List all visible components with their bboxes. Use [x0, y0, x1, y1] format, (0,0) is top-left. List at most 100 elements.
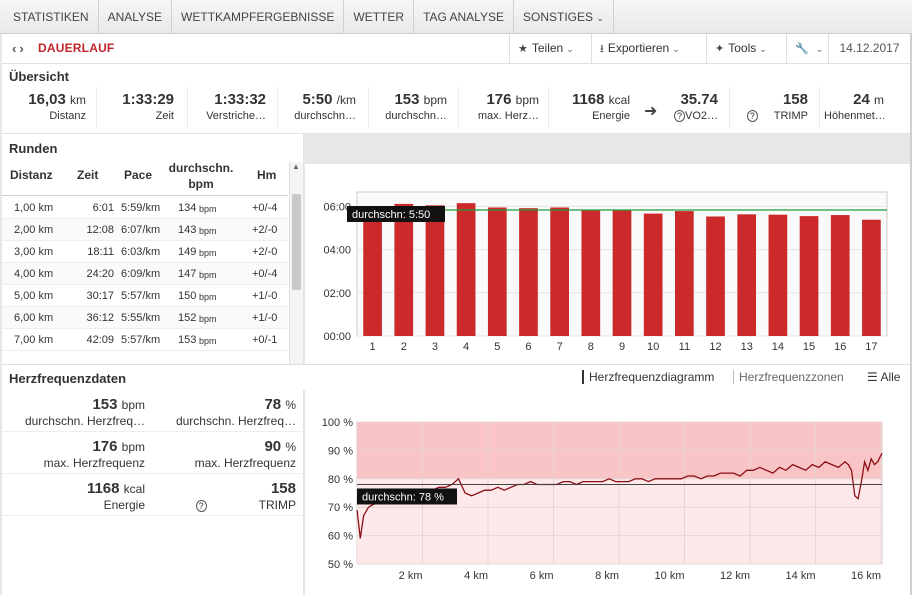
lap-elevation: +1/-0	[252, 290, 278, 302]
hr-max-percent: 90 % max. Herzfrequenz	[153, 432, 304, 474]
tab-tag-analyse[interactable]: TAG ANALYSE	[414, 0, 514, 34]
lap-bpm-unit: bpm	[199, 270, 217, 280]
laps-title: Runden	[9, 141, 58, 156]
stat-label: Verstriche…	[206, 110, 266, 122]
window-edge	[910, 34, 912, 595]
x-tick-label: 7	[557, 341, 563, 353]
tab-wetter[interactable]: WETTER	[344, 0, 415, 34]
stat-label: durchschn…	[385, 110, 447, 122]
export-button[interactable]: ⭳ Exportieren ⌄	[591, 34, 688, 63]
help-icon[interactable]: ?	[673, 110, 685, 122]
x-tick-label: 10	[647, 341, 659, 353]
lap-elevation: +1/-0	[252, 312, 278, 324]
col-avg-bpm[interactable]: durchschn. bpm	[168, 161, 234, 191]
bar	[612, 210, 632, 336]
bar	[581, 209, 601, 336]
y-tick-label: 02:00	[323, 288, 351, 300]
col-elevation[interactable]: Hm	[257, 168, 277, 182]
hr-avg-percent: 78 % durchschn. Herzfreq…	[153, 390, 304, 432]
x-tick-label: 12	[709, 341, 721, 353]
table-row[interactable]: 3,00 km 18:11 6:03/km 149 bpm +2/-0	[2, 241, 288, 263]
stat-unit: /km	[336, 93, 356, 107]
col-time[interactable]: Zeit	[77, 168, 99, 182]
y-tick-label: 50 %	[328, 559, 353, 571]
table-row[interactable]: 5,00 km 30:17 5:57/km 150 bpm +1/-0	[2, 285, 288, 307]
tab-hr-diagram[interactable]: Herzfrequenzdiagramm	[582, 370, 714, 384]
back-forward-arrows: ‹›	[12, 41, 27, 56]
stat-distance: 16,03 km Distanz	[10, 91, 86, 131]
x-tick-label: 12 km	[720, 570, 750, 582]
chevron-down-icon: ⌄	[566, 44, 574, 54]
tab-analyse[interactable]: ANALYSE	[99, 0, 173, 34]
x-tick-label: 16	[834, 341, 846, 353]
lap-pace: 5:57/km	[121, 290, 161, 302]
lap-time: 24:20	[86, 268, 114, 280]
table-row[interactable]: 7,00 km 42:09 5:57/km 153 bpm +0/-1	[2, 329, 288, 351]
hr-label: TRIMP	[258, 498, 296, 512]
lap-bpm: 147	[178, 268, 197, 280]
stat-unit: km	[70, 93, 86, 107]
stat-unit: m	[874, 93, 884, 107]
laps-scrollbar[interactable]: ▲	[289, 162, 303, 364]
laps-panel: Runden Distanz Zeit Pace durchschn. bpm …	[2, 134, 304, 364]
hr-max-bpm: 176 bpm max. Herzfrequenz	[2, 432, 153, 474]
lap-pace: 5:55/km	[121, 312, 161, 324]
laps-table-header: Distanz Zeit Pace durchschn. bpm Hm	[2, 160, 288, 196]
stat-avg-pace: 5:50 /km durchschn…	[282, 91, 356, 131]
average-tooltip-bg	[357, 488, 457, 505]
x-tick-label: 14	[772, 341, 784, 353]
table-row[interactable]: 1,00 km 6:01 5:59/km 134 bpm +0/-4	[2, 197, 288, 219]
x-tick-label: 2	[401, 341, 407, 353]
chevron-right-icon[interactable]: ›	[19, 41, 27, 56]
download-icon: ⭳	[600, 43, 604, 55]
y-tick-label: 90 %	[328, 445, 353, 457]
chevron-down-icon: ⌄	[759, 44, 767, 54]
scrollbar-thumb[interactable]	[292, 194, 301, 290]
x-tick-label: 3	[432, 341, 438, 353]
hr-label: max. Herzfrequenz	[194, 456, 296, 470]
bar	[737, 214, 757, 336]
lap-distance: 6,00 km	[14, 312, 54, 324]
col-pace[interactable]: Pace	[124, 168, 153, 182]
hr-value: 158	[270, 480, 296, 497]
heartrate-title: Herzfrequenzdaten	[9, 371, 127, 386]
x-tick-label: 6	[525, 341, 531, 353]
average-tooltip: durchschn: 78 %	[362, 491, 444, 503]
hr-value: 78	[264, 396, 282, 413]
average-tooltip-bg	[347, 206, 445, 222]
y-tick-label: 04:00	[323, 245, 351, 257]
table-row[interactable]: 2,00 km 12:08 6:07/km 143 bpm +2/-0	[2, 219, 288, 241]
scroll-up-arrow[interactable]: ▲	[292, 162, 300, 171]
lap-distance: 2,00 km	[14, 224, 54, 236]
help-icon[interactable]: ?	[195, 500, 207, 512]
bar	[456, 203, 476, 336]
tab-wettkampfergebnisse[interactable]: WETTKAMPFERGEBNISSE	[172, 0, 345, 34]
tab-hr-zones[interactable]: Herzfrequenzzonen	[733, 370, 844, 384]
lap-distance: 4,00 km	[14, 268, 54, 280]
x-tick-label: 10 km	[655, 570, 685, 582]
stat-unit: bpm	[515, 93, 539, 107]
chevron-left-icon[interactable]: ‹	[12, 41, 20, 56]
activity-title: DAUERLAUF	[38, 41, 115, 55]
bar	[675, 211, 694, 336]
settings-button[interactable]: 🔧 ⌄	[786, 34, 828, 63]
help-icon[interactable]: ?	[746, 110, 758, 122]
col-distance[interactable]: Distanz	[10, 168, 53, 182]
tab-sonstiges[interactable]: SONSTIGES ⌄	[514, 0, 614, 34]
tab-all[interactable]: ☰ Alle	[867, 370, 900, 384]
lap-bpm-unit: bpm	[199, 314, 217, 324]
stat-label: Höhenmet…	[824, 110, 884, 122]
x-tick-label: 9	[619, 341, 625, 353]
tab-statistiken[interactable]: STATISTIKEN	[0, 0, 99, 34]
table-row[interactable]: 4,00 km 24:20 6:09/km 147 bpm +0/-4	[2, 263, 288, 285]
x-tick-label: 6 km	[530, 570, 554, 582]
lap-bpm: 149	[178, 246, 197, 258]
y-tick-label: 80 %	[328, 474, 353, 486]
bar	[550, 207, 569, 336]
share-button[interactable]: ★ Teilen ⌄	[509, 34, 582, 63]
tools-button[interactable]: ✦ Tools ⌄	[706, 34, 775, 63]
bar	[394, 203, 414, 336]
hr-value: 176	[92, 438, 118, 455]
table-row[interactable]: 6,00 km 36:12 5:55/km 152 bpm +1/-0	[2, 307, 288, 329]
